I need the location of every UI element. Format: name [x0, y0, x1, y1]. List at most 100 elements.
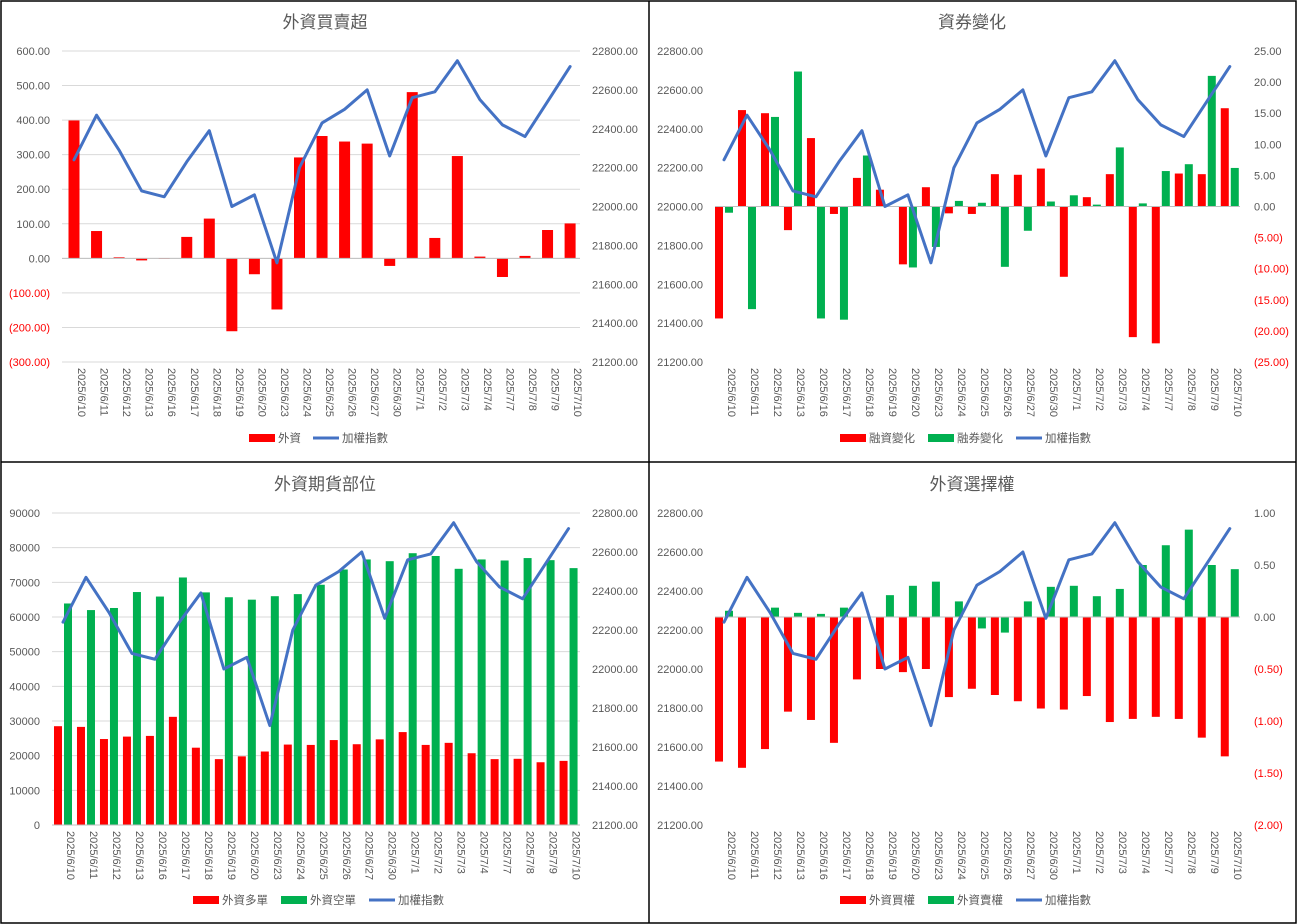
bar	[862, 155, 871, 207]
bar	[829, 617, 838, 743]
bar	[1184, 164, 1193, 207]
bar	[132, 592, 141, 825]
legend-label: 加權指數	[1045, 893, 1091, 907]
category-label: 2025/7/2	[436, 368, 448, 411]
category-label: 2025/6/16	[817, 831, 829, 880]
right-tick-label: 22000.00	[592, 664, 638, 676]
bar	[852, 177, 861, 207]
bar	[474, 256, 486, 259]
bar	[352, 744, 361, 825]
category-label: 2025/6/13	[794, 368, 806, 417]
bar	[168, 716, 177, 825]
right-tick-label: 21600.00	[592, 279, 638, 291]
left-tick-label: 22400.00	[657, 124, 703, 136]
bar	[306, 744, 315, 825]
left-tick-label: 400.00	[16, 115, 50, 127]
series-2-bars	[725, 71, 1239, 320]
left-tick-label: 21200.00	[657, 820, 703, 832]
left-tick-label: 21800.00	[657, 703, 703, 715]
left-tick-label: 22800.00	[657, 46, 703, 58]
category-label: 2025/6/19	[886, 368, 898, 417]
bar	[519, 255, 531, 259]
right-tick-label: 22600.00	[592, 85, 638, 97]
bar	[1000, 617, 1009, 633]
category-label: 2025/7/8	[526, 368, 538, 411]
bar	[977, 617, 986, 629]
bar	[1082, 197, 1091, 207]
bar	[715, 617, 723, 762]
bar	[1161, 171, 1170, 207]
bar	[990, 174, 999, 207]
category-label: 2025/7/2	[1093, 831, 1105, 874]
bar	[1069, 585, 1078, 617]
legend-swatch	[928, 896, 954, 904]
bar	[339, 141, 351, 259]
foreign-options-chart: 外資選擇權 21200.00 21400.00 21600.00 21800.00 220…	[657, 475, 1283, 907]
right-tick-label: (15.00)	[1254, 295, 1289, 307]
index-line	[722, 59, 1232, 265]
legend-label: 外資多單	[222, 893, 268, 907]
right-tick-label: (25.00)	[1254, 357, 1289, 369]
category-label: 2025/6/18	[210, 368, 222, 417]
category-label: 2025/7/1	[409, 831, 421, 874]
bar	[113, 257, 125, 259]
right-tick-label: 22200.00	[592, 625, 638, 637]
category-label: 2025/7/1	[413, 368, 425, 411]
bar	[1161, 545, 1170, 617]
category-label: 2025/7/7	[1162, 368, 1174, 411]
left-tick-label: 300.00	[16, 150, 50, 162]
bar	[444, 742, 453, 825]
bar	[429, 237, 441, 259]
bar	[181, 236, 193, 259]
category-label: 2025/7/8	[524, 831, 536, 874]
category-label: 2025/6/17	[179, 831, 191, 880]
series-2-bars	[64, 553, 578, 825]
bar	[875, 617, 884, 669]
legend-label: 加權指數	[398, 893, 444, 907]
legend-label: 外資買權	[869, 893, 915, 907]
bar	[559, 760, 568, 825]
category-label: 2025/7/4	[1139, 368, 1151, 411]
right-tick-label: 22800.00	[592, 508, 638, 520]
bar	[839, 206, 848, 320]
bar	[1115, 147, 1124, 207]
right-tick-label: 25.00	[1254, 46, 1282, 58]
category-label: 2025/6/11	[87, 831, 99, 879]
bar	[852, 617, 861, 680]
legend-label: 外資空單	[310, 893, 356, 907]
category-label: 2025/7/8	[1185, 368, 1197, 411]
bar	[536, 762, 545, 825]
left-tick-label: (100.00)	[9, 288, 50, 300]
bar	[316, 584, 325, 825]
left-tick-label: 21600.00	[657, 279, 703, 291]
category-label: 2025/6/18	[863, 831, 875, 880]
right-tick-label: (20.00)	[1254, 326, 1289, 338]
bar	[99, 739, 108, 825]
bar	[316, 136, 328, 259]
legend-swatch	[840, 896, 866, 904]
category-label: 2025/6/16	[156, 831, 168, 880]
bar	[1174, 173, 1183, 207]
bar	[1128, 617, 1137, 719]
left-tick-label: 40000	[9, 681, 40, 693]
left-tick-label: 22600.00	[657, 85, 703, 97]
chart-title: 資券變化	[938, 13, 1006, 33]
bar	[1036, 168, 1045, 207]
bar	[145, 735, 154, 825]
category-label: 2025/6/19	[233, 368, 245, 417]
legend-swatch	[281, 896, 307, 904]
bar	[816, 206, 825, 319]
bar	[214, 759, 223, 825]
category-label: 2025/6/17	[840, 368, 852, 417]
right-tick-label: 21800.00	[592, 240, 638, 252]
left-tick-label: 21400.00	[657, 318, 703, 330]
series-1-bars	[54, 716, 568, 825]
bar	[362, 559, 371, 825]
right-tick-label: 21200.00	[592, 820, 638, 832]
right-tick-label: 5.00	[1254, 170, 1275, 182]
right-tick-label: 0.00	[1254, 202, 1275, 214]
bar	[1105, 174, 1114, 207]
category-label: 2025/6/11	[98, 368, 110, 416]
bar	[908, 585, 917, 617]
